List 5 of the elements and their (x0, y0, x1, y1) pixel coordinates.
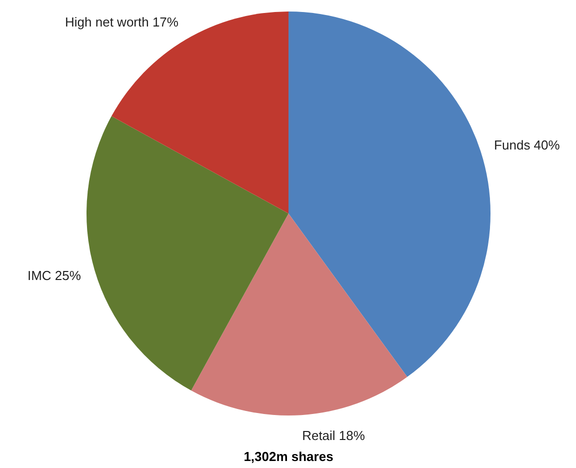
slice-label: IMC 25% (27, 268, 82, 283)
slice-label: Retail 18% (302, 428, 366, 443)
slice-label: High net worth 17% (65, 14, 179, 30)
slice-label: Funds 40% (494, 137, 560, 152)
text: 1,302m shares (244, 449, 334, 464)
